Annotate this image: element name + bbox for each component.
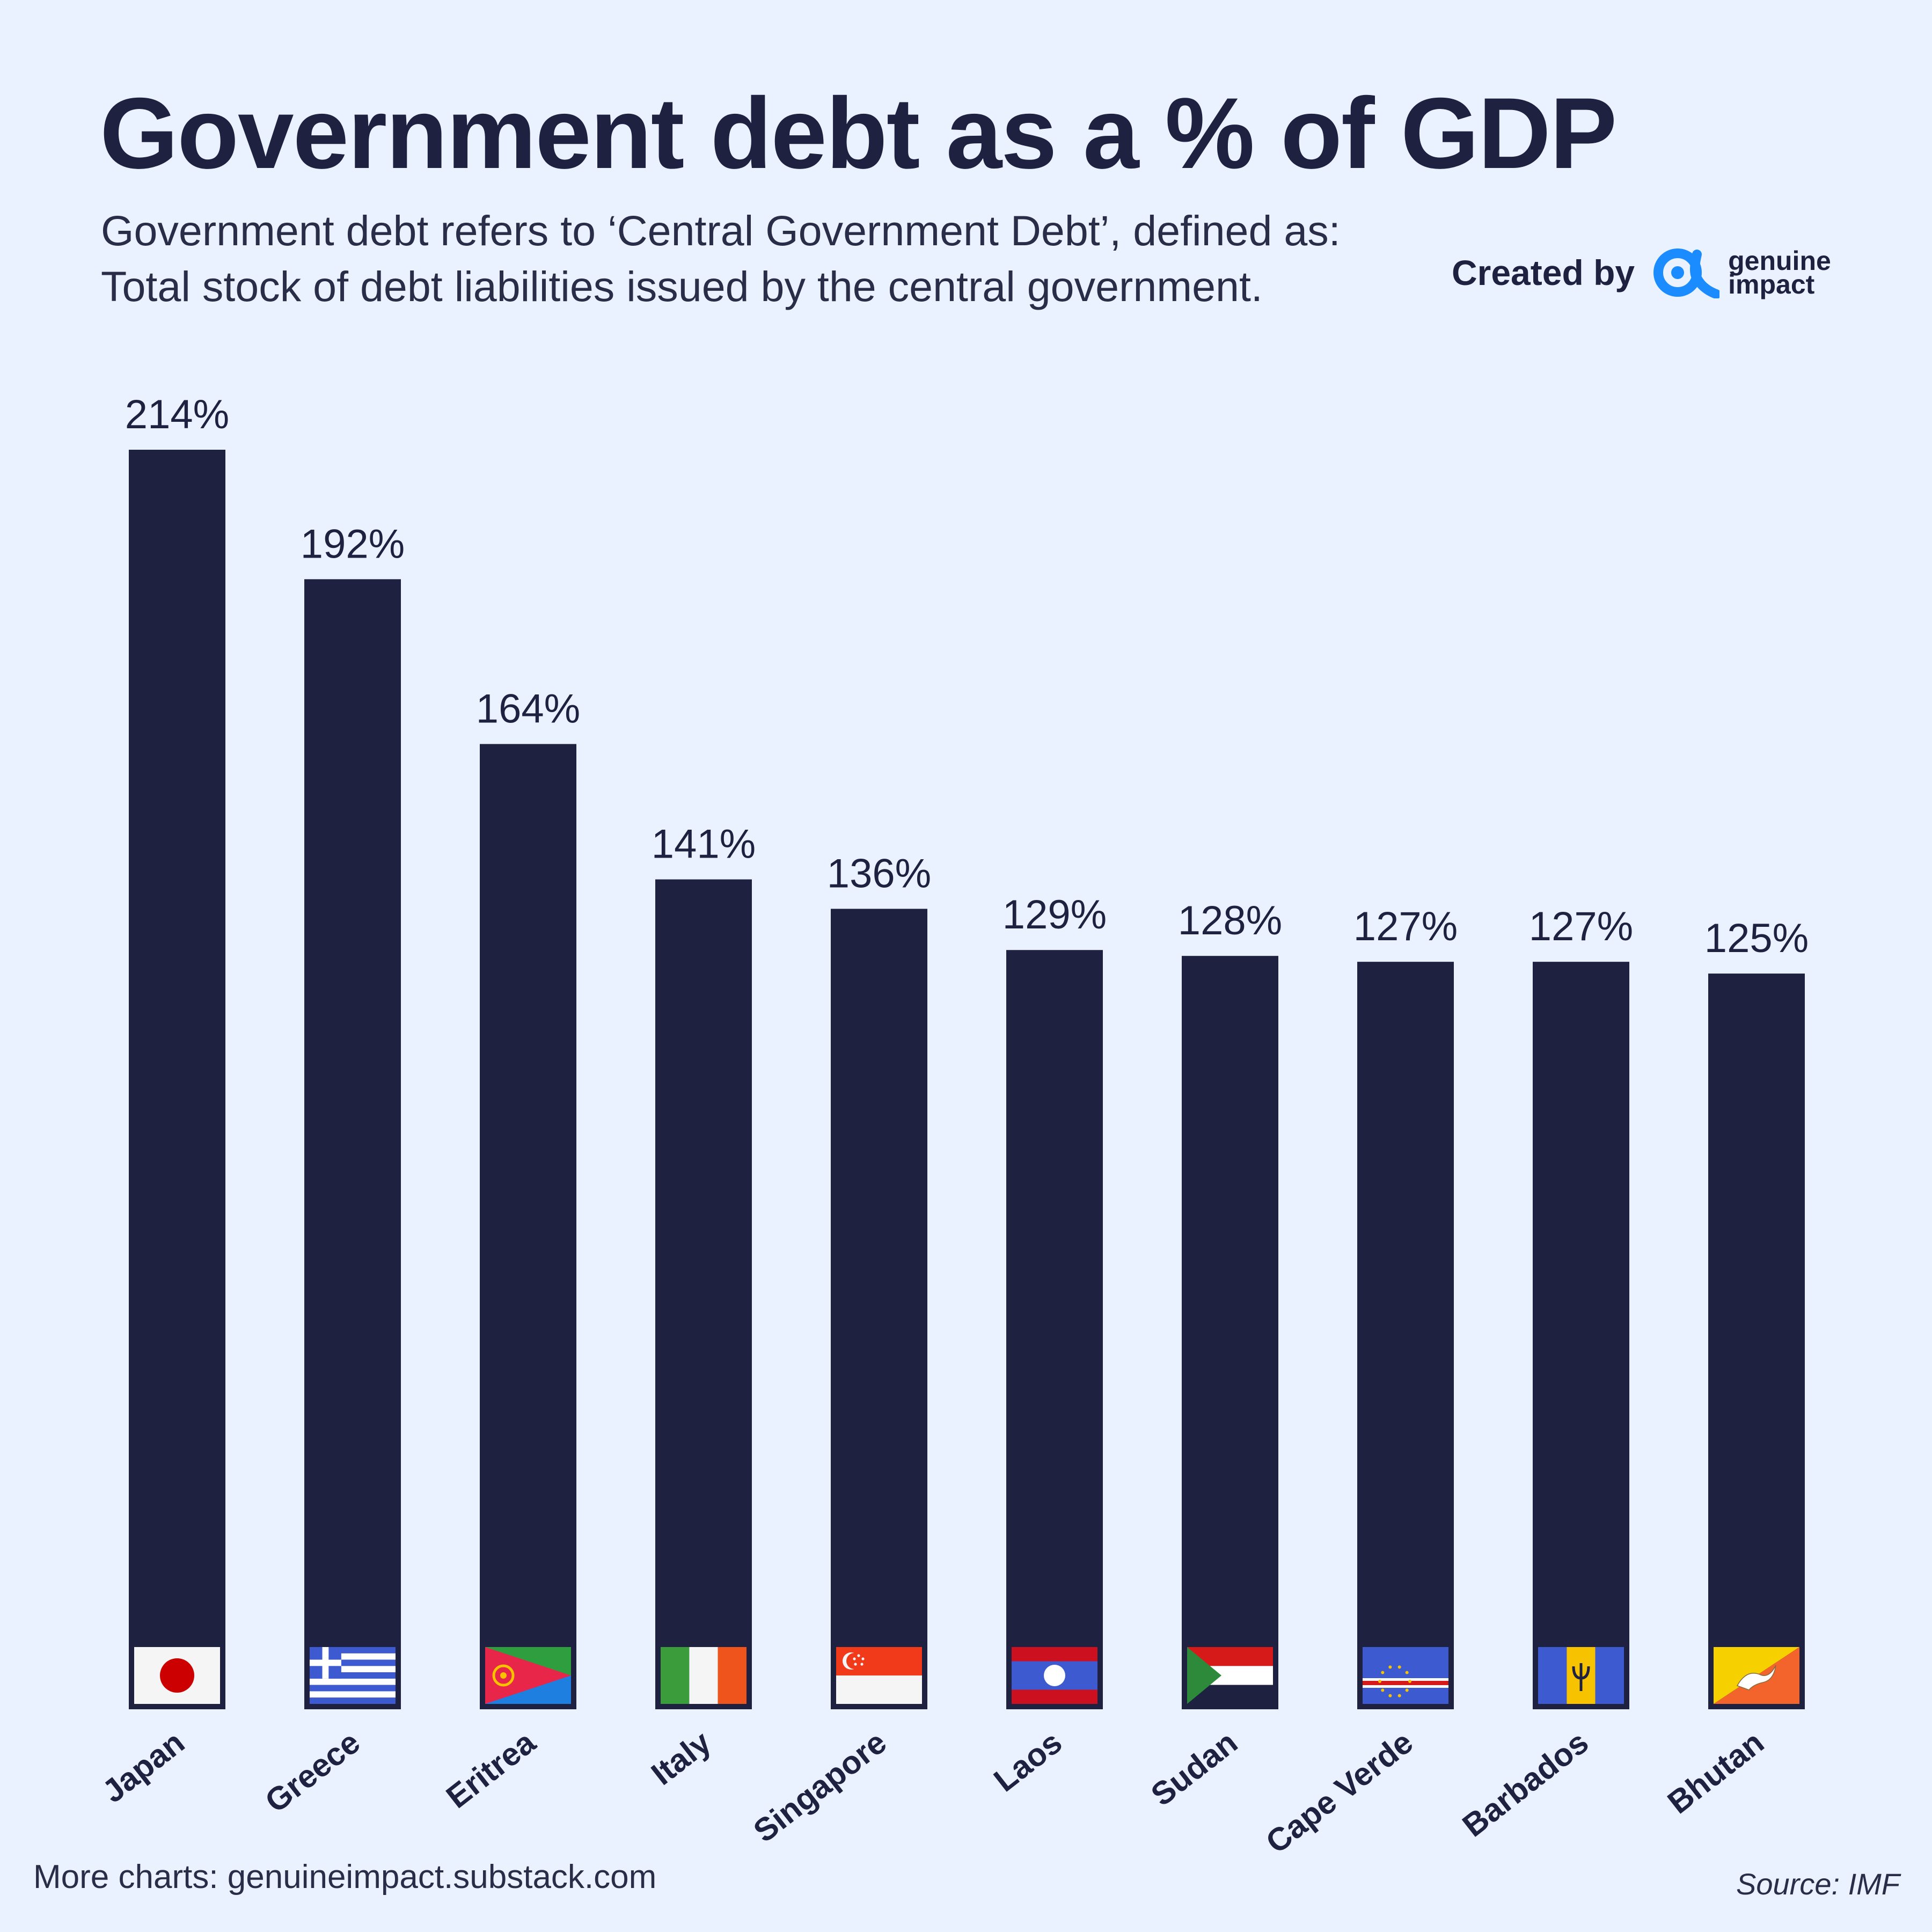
bar-sudan [1182, 956, 1278, 1709]
data-label-eritrea: 164% [476, 686, 580, 731]
chart-title: Government debt as a % of GDP [100, 77, 1617, 189]
singapore-flag-icon [836, 1647, 922, 1704]
laos-flag-icon [1012, 1647, 1097, 1704]
bar-japan [129, 450, 225, 1709]
japan-flag-icon [134, 1647, 220, 1704]
data-label-japan: 214% [125, 392, 229, 437]
bar-greece [304, 579, 401, 1710]
source-note: Source: IMF [1736, 1867, 1900, 1901]
bar-laos [1006, 950, 1103, 1709]
data-label-singapore: 136% [827, 851, 931, 896]
credit-block: Created by genuine impact [1452, 247, 1831, 298]
eritrea-flag-icon [485, 1647, 571, 1704]
chart-subtitle: Government debt refers to ‘Central Gover… [101, 203, 1341, 314]
bar-bhutan [1708, 974, 1805, 1709]
brand-name: genuine impact [1728, 246, 1831, 299]
bhutan-flag-icon [1714, 1647, 1799, 1704]
x-tick-label-barbados: Barbados [1456, 1724, 1595, 1843]
genuine-impact-logo-icon [1653, 248, 1720, 298]
cape-verde-flag-icon [1363, 1647, 1448, 1704]
data-label-bhutan: 125% [1704, 916, 1809, 961]
subtitle-line-2: Total stock of debt liabilities issued b… [101, 262, 1263, 310]
greece-flag-icon [310, 1647, 396, 1704]
x-tick-label-singapore: Singapore [747, 1724, 893, 1849]
x-tick-label-eritrea: Eritrea [440, 1724, 543, 1815]
bar-cape-verde [1357, 962, 1454, 1709]
bar-eritrea [480, 744, 576, 1709]
data-label-cape-verde: 127% [1353, 904, 1458, 949]
barbados-flag-icon [1538, 1647, 1624, 1704]
credit-label: Created by [1452, 253, 1635, 292]
brand-line-2: impact [1728, 269, 1815, 299]
subtitle-line-1: Government debt refers to ‘Central Gover… [101, 207, 1341, 254]
brand-line-1: genuine [1728, 246, 1831, 276]
italy-flag-icon [661, 1647, 747, 1704]
data-label-italy: 141% [652, 822, 756, 867]
more-charts-link[interactable]: More charts: genuineimpact.substack.com [33, 1858, 657, 1896]
x-tick-label-italy: Italy [645, 1724, 718, 1792]
sudan-flag-icon [1187, 1647, 1273, 1704]
data-label-laos: 129% [1002, 892, 1107, 938]
x-tick-label-sudan: Sudan [1144, 1724, 1244, 1813]
x-tick-label-japan: Japan [96, 1724, 191, 1810]
data-label-greece: 192% [301, 521, 405, 567]
data-label-sudan: 128% [1178, 898, 1282, 943]
bar-italy [655, 879, 752, 1709]
x-tick-label-cape-verde: Cape Verde [1259, 1724, 1419, 1860]
x-tick-label-greece: Greece [258, 1724, 367, 1819]
x-tick-label-laos: Laos [987, 1724, 1069, 1798]
data-label-barbados: 127% [1529, 904, 1633, 949]
bar-singapore [831, 909, 927, 1709]
bar-barbados [1533, 962, 1629, 1709]
x-tick-label-bhutan: Bhutan [1661, 1724, 1770, 1820]
